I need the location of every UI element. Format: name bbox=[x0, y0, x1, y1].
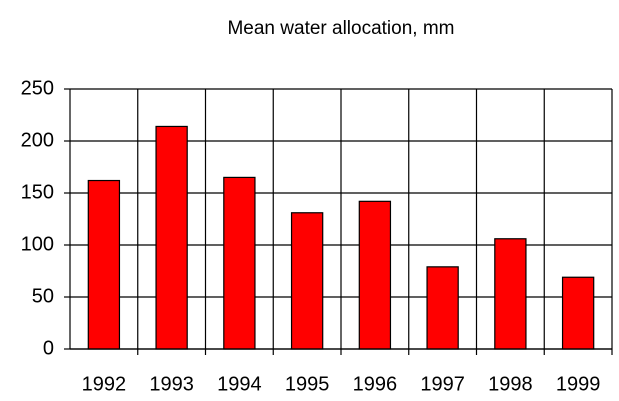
x-tick-label: 1992 bbox=[82, 373, 127, 395]
bar bbox=[494, 238, 527, 350]
y-tick-label: 250 bbox=[21, 77, 54, 99]
bar bbox=[155, 125, 188, 350]
y-tick-label: 150 bbox=[21, 181, 54, 203]
bar bbox=[290, 212, 324, 350]
x-tick-label: 1997 bbox=[420, 373, 465, 395]
bar bbox=[426, 266, 459, 350]
x-tick-label: 1996 bbox=[353, 373, 398, 395]
x-tick-label: 1994 bbox=[217, 373, 262, 395]
y-tick-label: 50 bbox=[32, 285, 54, 307]
bar bbox=[358, 200, 392, 350]
x-tick-label: 1999 bbox=[556, 373, 601, 395]
x-tick-label: 1993 bbox=[149, 373, 194, 395]
chart-title: Mean water allocation, mm bbox=[227, 18, 454, 39]
x-tick-label: 1998 bbox=[488, 373, 533, 395]
x-tick-label: 1995 bbox=[285, 373, 330, 395]
y-tick-label: 0 bbox=[43, 337, 54, 359]
bar bbox=[561, 276, 595, 350]
y-tick-label: 200 bbox=[21, 129, 54, 151]
y-tick-label: 100 bbox=[21, 233, 54, 255]
bar bbox=[223, 176, 256, 350]
bar bbox=[87, 179, 121, 350]
